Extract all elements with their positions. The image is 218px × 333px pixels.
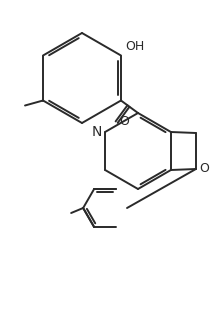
Text: OH: OH	[125, 41, 144, 54]
Text: O: O	[199, 163, 209, 175]
Text: O: O	[120, 115, 129, 129]
Text: N: N	[92, 125, 102, 139]
